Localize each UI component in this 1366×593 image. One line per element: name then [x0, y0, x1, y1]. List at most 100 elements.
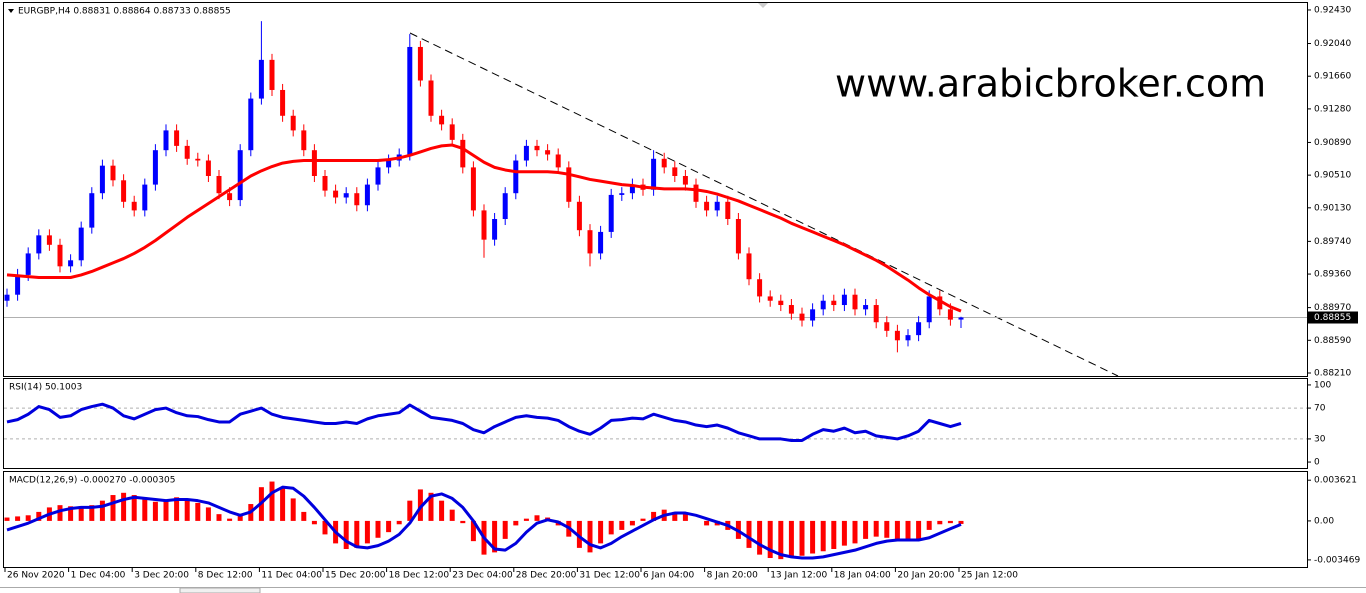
candle-body	[407, 46, 413, 155]
y-tick-label: 0.88970	[1314, 303, 1351, 313]
x-tick-label: 3 Dec 20:00	[134, 571, 189, 581]
candle-body	[820, 300, 826, 310]
y-tick-label: 100	[1314, 380, 1331, 390]
candle-body	[492, 219, 498, 240]
candle-body	[25, 253, 31, 275]
candle-body	[905, 335, 911, 341]
macd-bar	[916, 520, 922, 539]
candle-body	[78, 227, 84, 261]
candle-body	[216, 175, 222, 194]
macd-bar	[598, 520, 604, 544]
macd-bar	[576, 520, 582, 548]
macd-bar	[746, 520, 752, 548]
macd-bar	[184, 499, 190, 521]
macd-bar	[523, 518, 529, 521]
macd-title: MACD(12,26,9) -0.000270 -0.000305	[9, 476, 175, 486]
macd-bar	[947, 520, 953, 524]
macd-bar	[163, 499, 169, 521]
macd-bar	[25, 515, 31, 521]
candle-body	[863, 305, 869, 310]
y-tick-label: -0.003469	[1314, 555, 1360, 565]
macd-bar	[216, 514, 222, 521]
candle-body	[301, 130, 307, 151]
macd-bar	[354, 520, 360, 548]
candle-body	[152, 150, 158, 185]
macd-bar	[301, 511, 307, 521]
macd-bar	[863, 520, 869, 539]
macd-bar	[884, 520, 890, 538]
x-tick-label: 15 Dec 20:00	[325, 571, 386, 581]
macd-bar	[767, 520, 773, 559]
candle-body	[746, 253, 752, 280]
candle-body	[4, 294, 10, 301]
candle-body	[131, 201, 137, 211]
candle-body	[333, 190, 339, 198]
macd-bar	[810, 520, 816, 554]
x-tick-label: 28 Dec 20:00	[516, 571, 577, 581]
candle-body	[163, 130, 169, 151]
candle-body	[619, 193, 625, 195]
candle-body	[545, 150, 551, 155]
price-title: EURGBP,H4 0.88831 0.88864 0.88733 0.8885…	[18, 7, 231, 17]
candle-body	[227, 193, 233, 201]
candle-body	[767, 296, 773, 301]
macd-bar	[640, 518, 646, 521]
candle-body	[428, 80, 434, 116]
candle-body	[852, 294, 858, 310]
candle-body	[629, 184, 635, 194]
candle-body	[884, 322, 890, 331]
candle-body	[894, 330, 900, 341]
candle-body	[449, 124, 455, 140]
macd-bar	[852, 520, 858, 544]
macd-bar	[386, 520, 392, 533]
candle-body	[417, 46, 423, 81]
macd-bar	[407, 500, 413, 521]
candle-body	[587, 230, 593, 254]
candle-body	[523, 145, 529, 161]
candle-body	[873, 305, 879, 323]
y-tick-label: 0	[1314, 458, 1320, 468]
collapse-arrow[interactable]	[8, 9, 14, 13]
macd-bar	[672, 511, 678, 521]
candle-body	[46, 235, 52, 245]
current-price-label: 0.88855	[1314, 313, 1351, 323]
macd-bar	[68, 506, 74, 521]
watermark: www.arabicbroker.com	[835, 62, 1266, 106]
macd-bar	[799, 520, 805, 556]
candle-body	[110, 165, 116, 181]
candle-body	[555, 154, 561, 168]
macd-bar	[937, 520, 943, 525]
macd-bar	[322, 520, 328, 535]
candle-body	[947, 309, 953, 320]
candle-body	[693, 184, 699, 202]
x-tick-label: 18 Dec 12:00	[389, 571, 450, 581]
macd-bar	[704, 520, 710, 526]
macd-bar	[237, 515, 243, 521]
macd-bar	[36, 511, 42, 521]
x-tick-label: 11 Dec 04:00	[261, 571, 322, 581]
x-tick-label: 6 Jan 04:00	[643, 571, 695, 581]
candle-body	[841, 294, 847, 306]
macd-bar	[311, 520, 317, 525]
macd-bar	[894, 520, 900, 542]
candle-body	[704, 201, 710, 211]
tab[interactable]	[179, 587, 261, 593]
candle-body	[99, 165, 105, 194]
y-tick-label: 0.00	[1314, 516, 1334, 526]
macd-bar	[608, 520, 614, 535]
y-tick-label: 0.90890	[1314, 138, 1351, 148]
macd-bar	[820, 520, 826, 552]
macd-bar	[534, 515, 540, 521]
rsi-panel	[3, 378, 1308, 469]
y-tick-label: 0.88210	[1314, 368, 1351, 378]
candle-body	[311, 150, 317, 176]
macd-bar	[78, 506, 84, 521]
candle-body	[36, 235, 42, 254]
macd-bar	[439, 500, 445, 521]
y-tick-label: 0.88590	[1314, 336, 1351, 346]
macd-bar	[89, 505, 95, 521]
candle-body	[481, 210, 487, 240]
candle-body	[682, 175, 688, 185]
macd-bar	[121, 492, 127, 521]
